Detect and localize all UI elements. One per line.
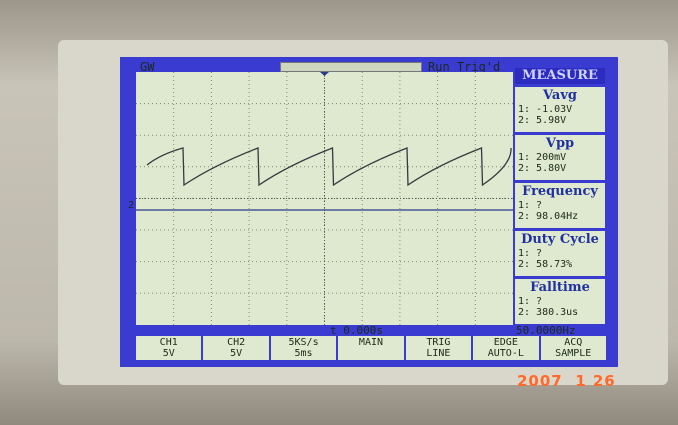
measure-name: Vpp [518, 136, 602, 152]
menu-bottom: LINE [406, 348, 471, 359]
measure-name: Vavg [518, 88, 602, 104]
measure-ch1: 1: 200mV [518, 152, 602, 163]
menu-bottom: 5V [203, 348, 268, 359]
menu-top: EDGE [473, 337, 538, 348]
measure-title: MEASURE [515, 68, 605, 84]
measure-ch1: 1: ? [518, 248, 602, 259]
menu-top: CH1 [136, 337, 201, 348]
memory-bar [280, 62, 422, 72]
channel-marker: 2 [128, 200, 134, 211]
page: GW Run Trig'd 2 t 0.000s 50.0000Hz MEASU… [0, 0, 678, 425]
menu-bottom: AUTO-L [473, 348, 538, 359]
menu-item: MAIN [338, 336, 403, 360]
plot-area [136, 72, 513, 325]
graticule [136, 72, 513, 325]
menu-bottom: 5ms [271, 348, 336, 359]
menu-top: CH2 [203, 337, 268, 348]
menu-top: TRIG [406, 337, 471, 348]
date-stamp: 2007 1 26 [517, 372, 616, 390]
measure-name: Duty Cycle [518, 232, 602, 248]
measure-ch2: 2: 5.80V [518, 163, 602, 174]
menu-top: ACQ [541, 337, 606, 348]
menu-top: 5KS/s [271, 337, 336, 348]
measure-ch1: 1: ? [518, 200, 602, 211]
menu-bottom: SAMPLE [541, 348, 606, 359]
measure-name: Falltime [518, 280, 602, 296]
menu-bottom: 5V [136, 348, 201, 359]
measure-ch2: 2: 5.98V [518, 115, 602, 126]
measure-ch2: 2: 58.73% [518, 259, 602, 270]
measure-ch2: 2: 380.3us [518, 307, 602, 318]
menu-top: MAIN [338, 337, 403, 348]
measure-name: Frequency [518, 184, 602, 200]
measure-ch2: 2: 98.04Hz [518, 211, 602, 222]
trigger-marker [320, 72, 329, 76]
measure-ch1: 1: ? [518, 296, 602, 307]
measure-ch1: 1: -1.03V [518, 104, 602, 115]
